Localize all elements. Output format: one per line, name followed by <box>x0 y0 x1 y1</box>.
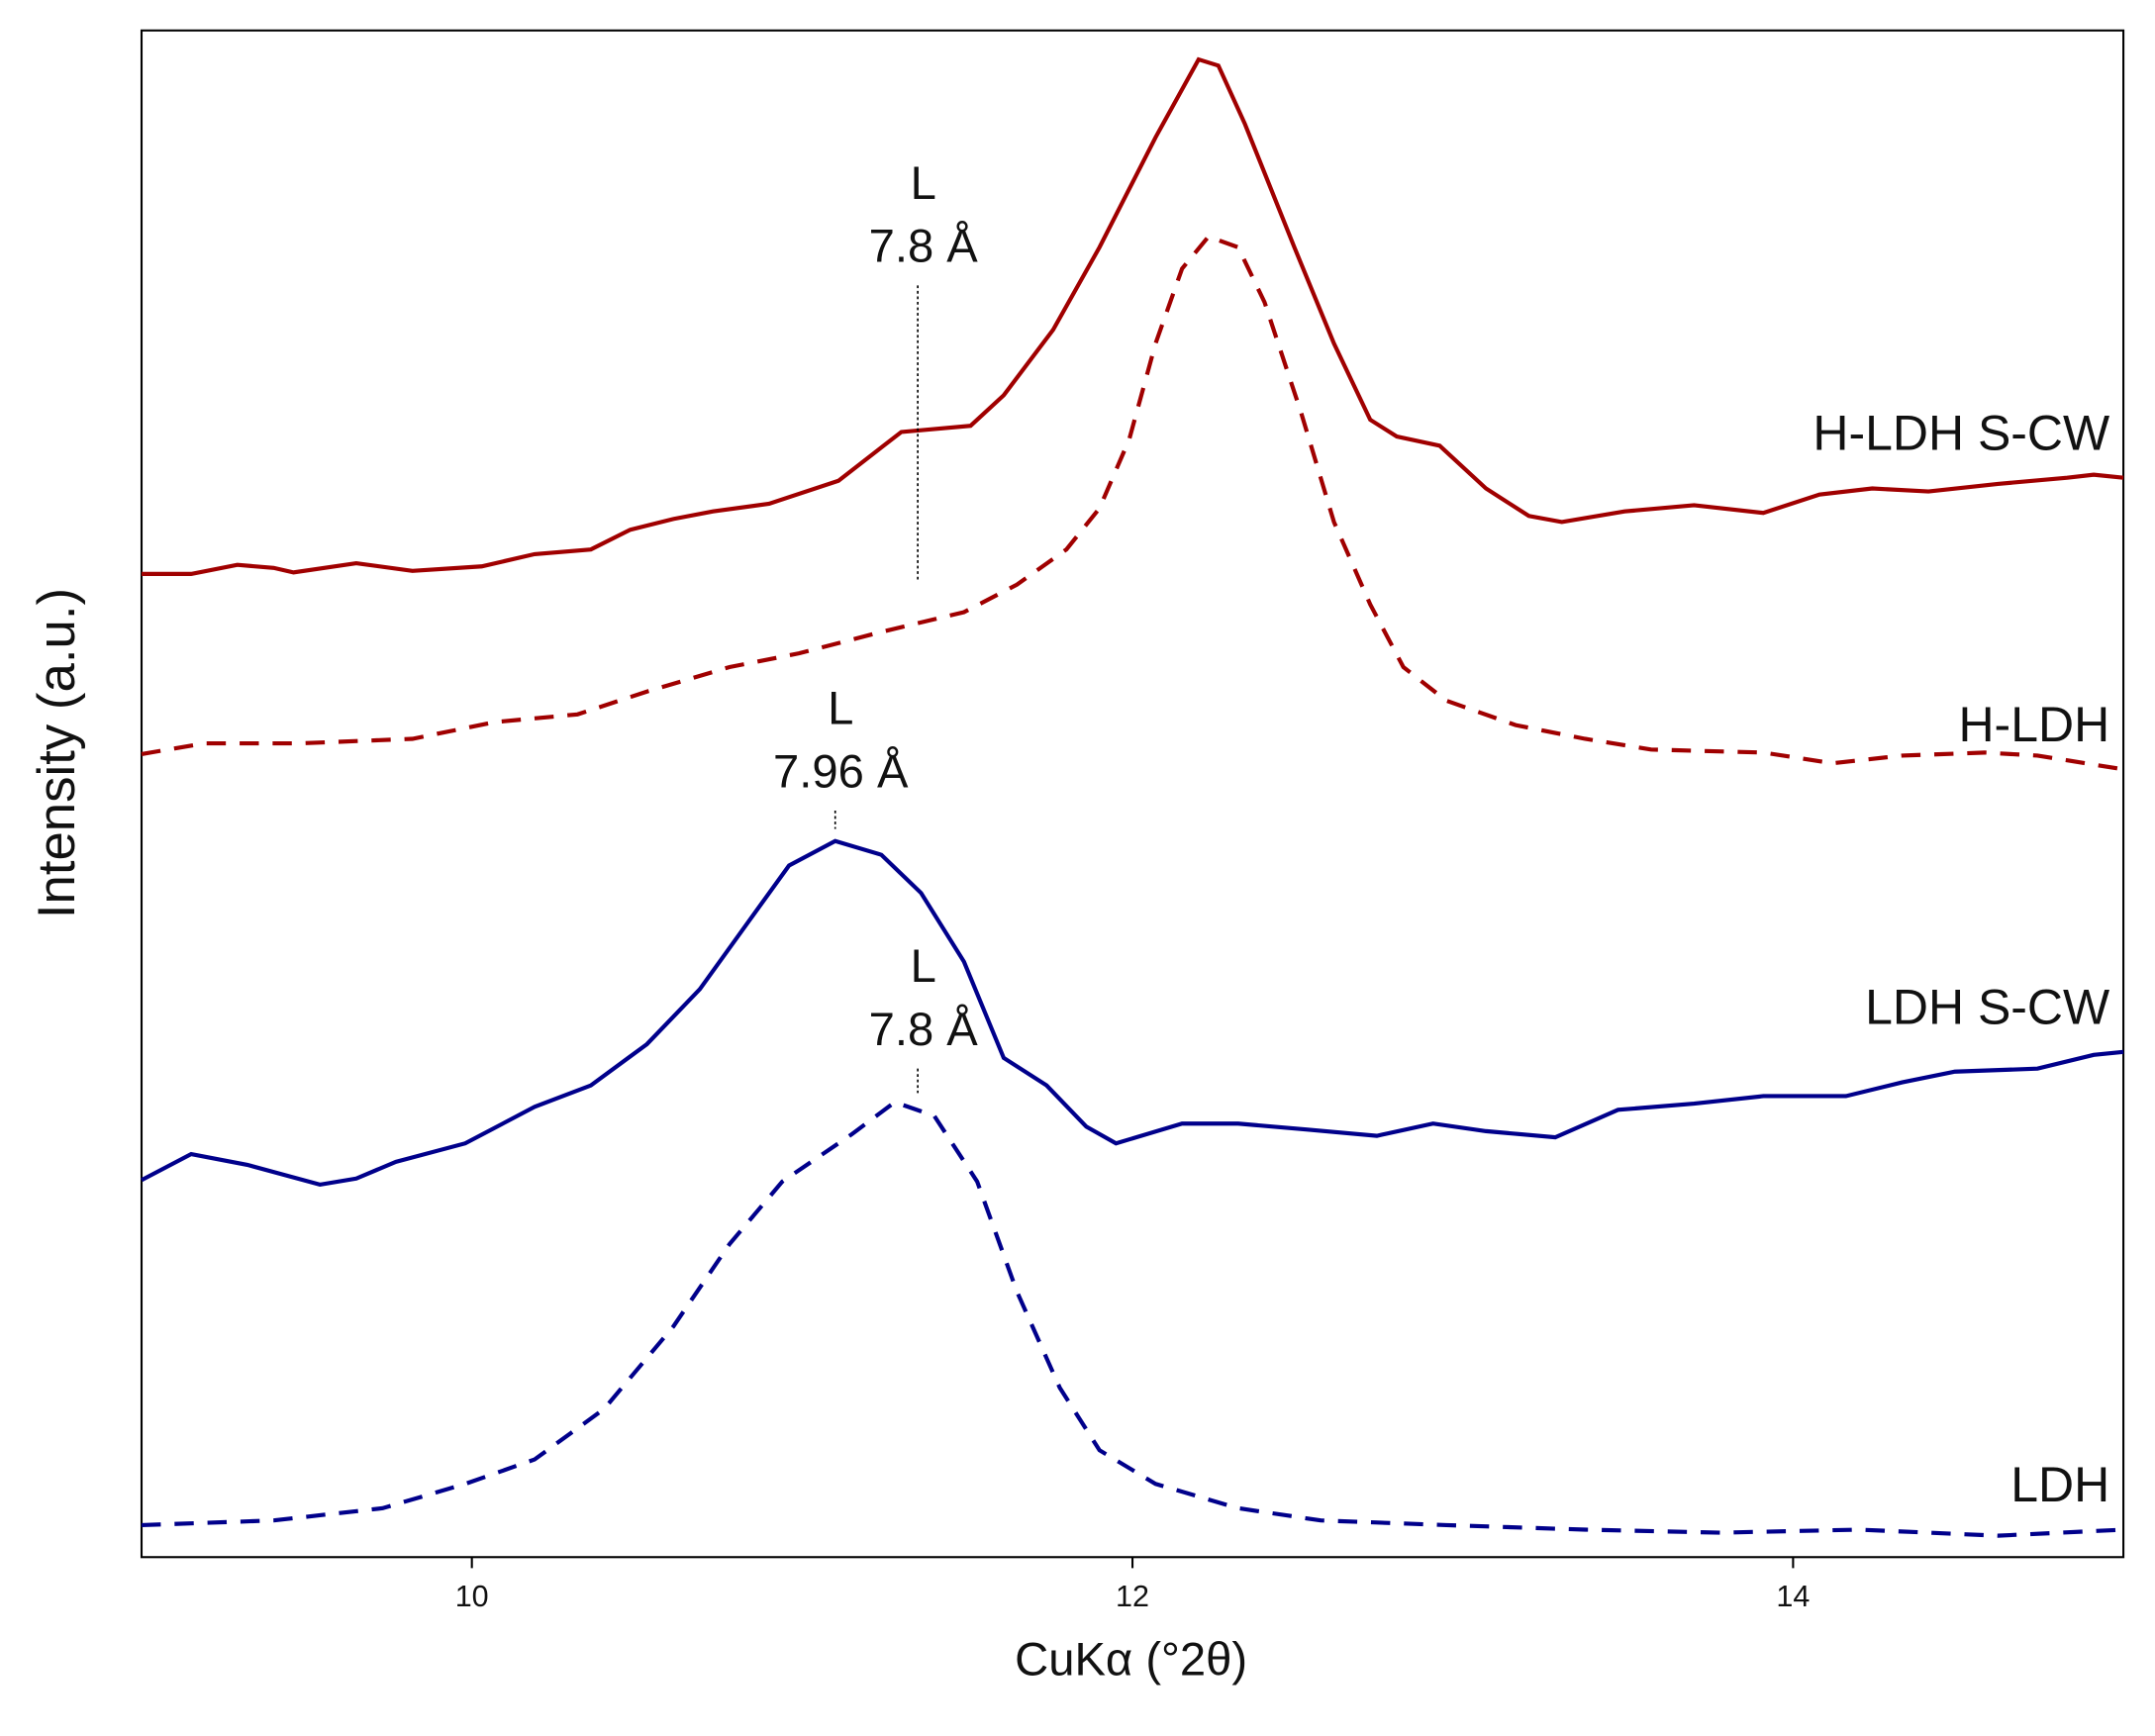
series-line <box>141 838 2124 1188</box>
series-label: LDH S-CW <box>1865 979 2109 1034</box>
series-line <box>141 1100 2124 1538</box>
series-label: LDH <box>2010 1457 2109 1512</box>
annotation-text: 7.8 Å <box>869 1004 979 1056</box>
annotation-label: L <box>911 940 936 993</box>
annotation-label: L <box>911 157 936 210</box>
annotation-text: 7.96 Å <box>773 745 909 798</box>
series-line <box>142 56 2124 576</box>
x-tick-label: 12 <box>1116 1580 1149 1613</box>
x-tick-label: 10 <box>455 1580 489 1613</box>
annotation-text: 7.8 Å <box>869 221 979 273</box>
series-label: H-LDH S-CW <box>1812 405 2109 460</box>
x-tick-label: 14 <box>1776 1580 1810 1613</box>
annotation-label: L <box>828 682 853 734</box>
y-axis-label: Intensity (a.u.) <box>28 588 86 918</box>
series-label: H-LDH <box>1958 697 2109 752</box>
plot-frame <box>140 29 2125 1559</box>
x-axis-label: CuKα (°2θ) <box>1015 1634 1247 1687</box>
series-line <box>141 234 2124 772</box>
